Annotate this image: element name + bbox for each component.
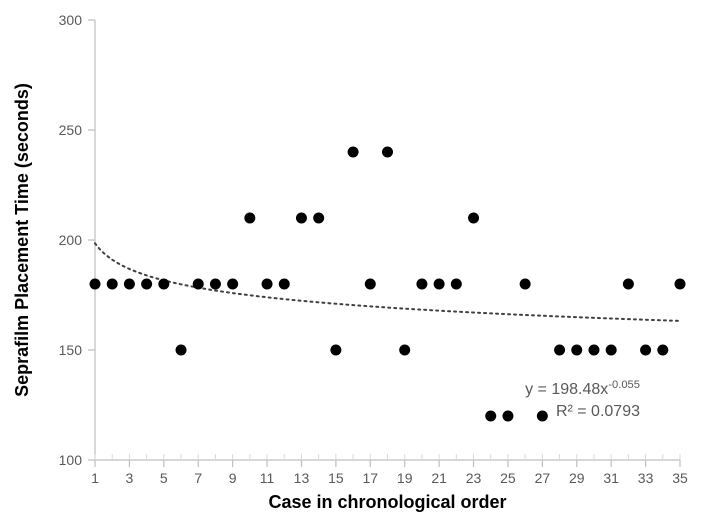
data-point xyxy=(176,345,187,356)
data-point xyxy=(313,213,324,224)
x-tick-label: 17 xyxy=(363,470,379,486)
data-point xyxy=(399,345,410,356)
data-point xyxy=(107,279,118,290)
x-tick-label: 33 xyxy=(638,470,654,486)
x-tick-label: 25 xyxy=(500,470,516,486)
data-point xyxy=(262,279,273,290)
data-point xyxy=(623,279,634,290)
x-tick-label: 23 xyxy=(466,470,482,486)
data-point xyxy=(210,279,221,290)
data-point xyxy=(434,279,445,290)
r-squared-text: R² = 0.0793 xyxy=(556,403,640,420)
data-point xyxy=(90,279,101,290)
data-point xyxy=(296,213,307,224)
chart-svg: 1001502002503001357911131517192123252729… xyxy=(0,0,708,522)
x-tick-label: 11 xyxy=(260,470,275,486)
data-point xyxy=(365,279,376,290)
y-tick-label: 100 xyxy=(59,452,83,468)
data-point xyxy=(640,345,651,356)
data-point xyxy=(158,279,169,290)
x-tick-label: 21 xyxy=(431,470,447,486)
data-point xyxy=(141,279,152,290)
x-tick-label: 31 xyxy=(603,470,619,486)
x-tick-label: 9 xyxy=(229,470,237,486)
data-point xyxy=(468,213,479,224)
data-point xyxy=(124,279,135,290)
x-tick-label: 19 xyxy=(397,470,413,486)
chart-bg xyxy=(0,0,708,522)
data-point xyxy=(193,279,204,290)
x-tick-label: 3 xyxy=(126,470,134,486)
y-axis-label: Seprafilm Placement Time (seconds) xyxy=(12,83,32,397)
x-tick-label: 7 xyxy=(194,470,202,486)
x-tick-label: 5 xyxy=(160,470,168,486)
y-tick-label: 150 xyxy=(59,342,83,358)
data-point xyxy=(485,411,496,422)
data-point xyxy=(588,345,599,356)
data-point xyxy=(416,279,427,290)
data-point xyxy=(348,147,359,158)
data-point xyxy=(279,279,290,290)
x-tick-label: 13 xyxy=(294,470,310,486)
data-point xyxy=(244,213,255,224)
x-tick-label: 15 xyxy=(328,470,344,486)
x-axis-label: Case in chronological order xyxy=(268,492,506,512)
y-tick-label: 250 xyxy=(59,122,83,138)
data-point xyxy=(537,411,548,422)
x-tick-label: 35 xyxy=(672,470,688,486)
x-tick-label: 1 xyxy=(91,470,99,486)
data-point xyxy=(554,345,565,356)
x-tick-label: 27 xyxy=(535,470,551,486)
data-point xyxy=(382,147,393,158)
scatter-chart: 1001502002503001357911131517192123252729… xyxy=(0,0,708,522)
data-point xyxy=(606,345,617,356)
y-tick-label: 300 xyxy=(59,12,83,28)
data-point xyxy=(502,411,513,422)
data-point xyxy=(330,345,341,356)
x-tick-label: 29 xyxy=(569,470,585,486)
data-point xyxy=(520,279,531,290)
data-point xyxy=(227,279,238,290)
data-point xyxy=(657,345,668,356)
y-tick-label: 200 xyxy=(59,232,83,248)
data-point xyxy=(451,279,462,290)
data-point xyxy=(675,279,686,290)
data-point xyxy=(571,345,582,356)
